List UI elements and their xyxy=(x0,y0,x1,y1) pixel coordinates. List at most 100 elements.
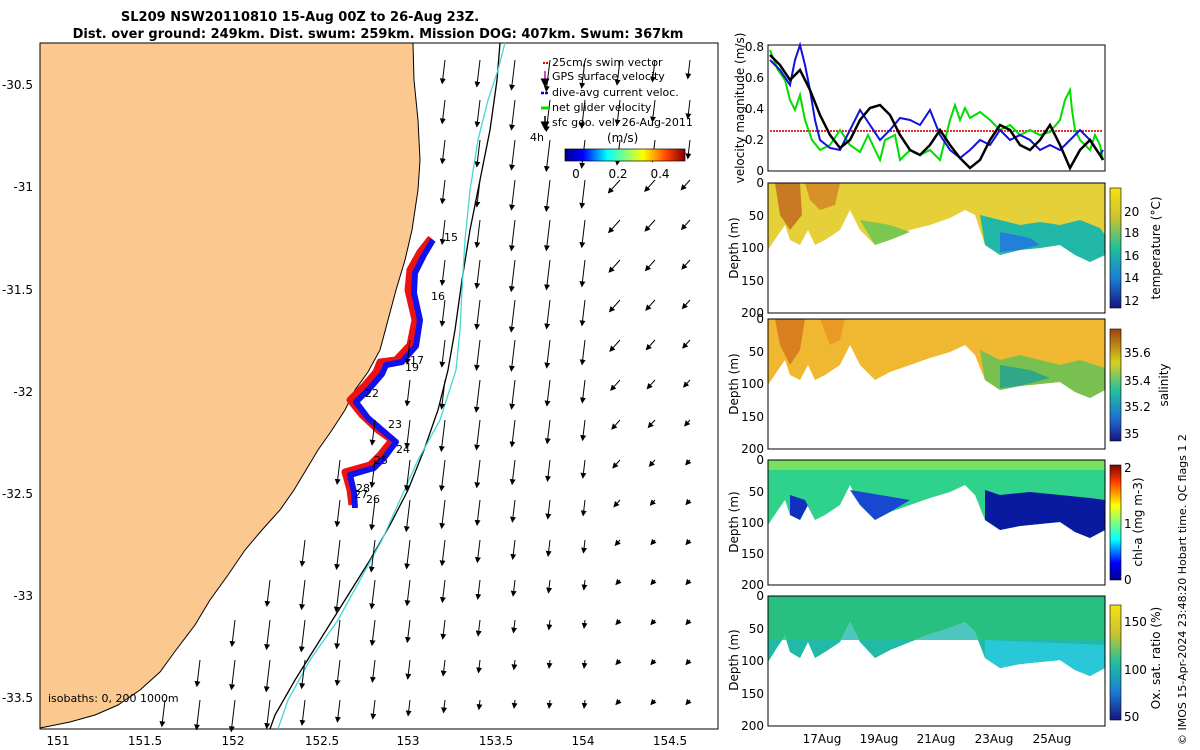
velocity-arrow xyxy=(476,659,483,674)
velocity-arrow xyxy=(474,259,481,290)
velocity-arrow xyxy=(369,459,376,489)
velocity-arrow xyxy=(509,379,516,410)
velocity-arrow xyxy=(368,539,376,573)
day-label: 17 xyxy=(410,354,424,367)
velocity-arrow xyxy=(545,459,552,483)
cbar-tick: 1 xyxy=(1124,517,1132,531)
depth-tick: 50 xyxy=(749,209,764,223)
velocity-arrow xyxy=(544,299,551,330)
velocity-arrow xyxy=(194,659,201,688)
velocity-arrow xyxy=(546,699,553,709)
section-ylabel: Depth (m) xyxy=(727,491,741,552)
velocity-arrow xyxy=(545,499,552,520)
copyright-side-label: © IMOS 15-Apr-2024 23:48:20 Hobart time.… xyxy=(1176,434,1189,745)
day-label: 16 xyxy=(431,290,445,303)
temperature-cbar-label: temperature (°C) xyxy=(1149,197,1163,300)
velocity-arrow xyxy=(511,619,518,634)
velocity-arrow xyxy=(438,459,446,492)
velocity-arrow xyxy=(439,539,446,567)
lat-tick: -30.5 xyxy=(2,78,33,92)
velocity-arrow xyxy=(580,459,587,479)
velocity-arrow xyxy=(648,459,656,468)
day-label: 28 xyxy=(356,482,370,495)
velocity-arrow xyxy=(543,179,551,213)
velocity-arrow xyxy=(647,419,656,429)
velocity-arrow xyxy=(474,219,481,249)
depth-tick: 50 xyxy=(749,345,764,359)
velocity-arrow xyxy=(405,659,412,680)
cbar-tick: 35.4 xyxy=(1124,374,1151,388)
velocity-arrow xyxy=(439,299,446,327)
legend-net-glider-velocity: net glider velocity xyxy=(552,101,652,114)
map-legend: 25cm/s swim vector GPS surface velocity … xyxy=(530,56,693,181)
colorbar-tick: 0.4 xyxy=(650,167,669,181)
velocity-arrow xyxy=(685,538,692,546)
velocity-arrow xyxy=(579,259,586,288)
section-ylabel: Depth (m) xyxy=(727,353,741,414)
figure-title-line2: Dist. over ground: 249km. Dist. swum: 25… xyxy=(73,27,684,42)
velocity-arrow xyxy=(509,179,516,211)
velocity-arrow xyxy=(608,259,621,273)
velocity-arrow xyxy=(439,339,446,368)
lon-tick: 154.5 xyxy=(653,734,687,748)
velocity-arrow xyxy=(264,619,271,651)
velocity-arrow xyxy=(579,219,586,249)
velocity-arrow xyxy=(685,99,692,120)
velocity-arrow xyxy=(439,139,446,165)
velocity-arrow xyxy=(405,699,412,717)
velocity-arrow xyxy=(579,339,586,366)
day-label: 24 xyxy=(396,443,410,456)
velocity-arrow xyxy=(439,379,446,410)
depth-tick: 150 xyxy=(741,410,764,424)
legend-gps-velocity: GPS surface velocity xyxy=(552,70,665,83)
map-panel: 15 16 17 19 22 23 24 25 28 27 26 25cm/s … xyxy=(2,42,719,748)
velocity-arrow xyxy=(439,59,446,85)
velocity-arrow xyxy=(680,219,691,231)
velocity-arrow xyxy=(334,499,341,528)
velocity-arrow xyxy=(644,219,656,232)
green-series xyxy=(769,49,1104,163)
legend-duration: 4h xyxy=(530,131,544,144)
velocity-arrow xyxy=(646,379,656,390)
velocity-arrow xyxy=(441,699,448,714)
isobath-200 xyxy=(277,42,506,730)
velocity-arrow xyxy=(475,579,482,601)
velocity-arrow xyxy=(685,458,692,466)
velocity-arrow xyxy=(509,419,516,448)
velocity-arrow xyxy=(439,579,446,604)
lon-axis: 151 151.5 152 152.5 153 153.5 154 154.5 xyxy=(47,734,688,748)
day-label: 27 xyxy=(354,488,368,501)
cbar-tick: 50 xyxy=(1124,710,1139,724)
depth-tick: 200 xyxy=(741,306,764,320)
velocity-arrow xyxy=(615,698,622,706)
velocity-ytick: 0 xyxy=(756,164,764,178)
legend-dive-avg-current: dive-avg current veloc. xyxy=(552,86,679,99)
velocity-arrow xyxy=(650,99,656,123)
velocity-arrow xyxy=(579,99,586,129)
velocity-arrow xyxy=(508,219,516,252)
lat-tick: -33.5 xyxy=(2,691,33,705)
velocity-arrow xyxy=(439,99,446,125)
speed-colorbar xyxy=(564,148,686,162)
depth-tick: 100 xyxy=(741,516,764,530)
depth-tick: 0 xyxy=(756,312,764,326)
velocity-arrow xyxy=(544,339,551,369)
velocity-arrow xyxy=(581,539,588,554)
velocity-arrow xyxy=(334,539,341,571)
velocity-arrow xyxy=(645,339,656,351)
velocity-arrow xyxy=(334,659,341,687)
cbar-tick: 16 xyxy=(1124,249,1139,263)
lat-tick: -32 xyxy=(13,385,33,399)
velocity-arrow xyxy=(581,619,588,629)
velocity-arrow xyxy=(579,299,586,327)
velocity-arrow xyxy=(298,619,306,653)
depth-tick: 200 xyxy=(741,719,764,733)
depth-tick: 150 xyxy=(741,547,764,561)
velocity-arrow xyxy=(612,459,621,469)
velocity-arrow xyxy=(610,379,621,391)
velocity-arrow xyxy=(369,659,376,683)
colorbar-tick: 0 xyxy=(572,167,580,181)
velocity-arrow xyxy=(680,179,691,191)
cbar-tick: 35.2 xyxy=(1124,400,1151,414)
